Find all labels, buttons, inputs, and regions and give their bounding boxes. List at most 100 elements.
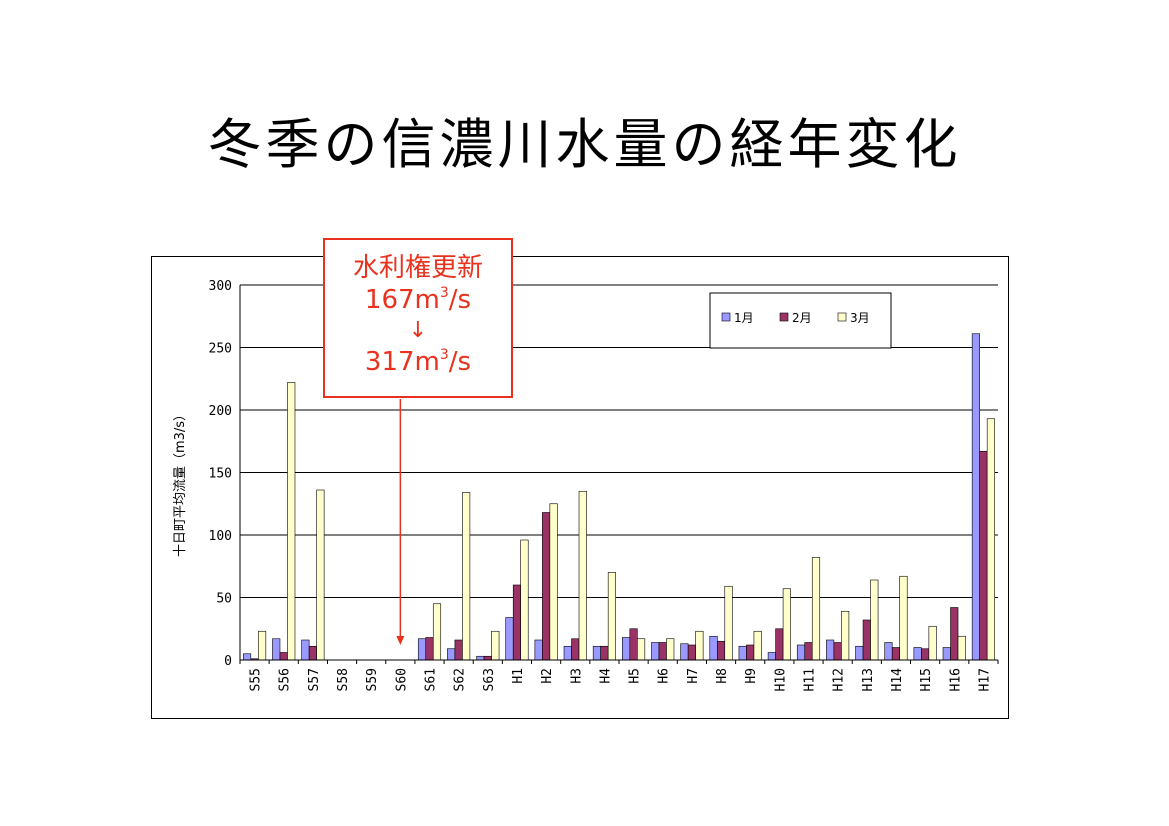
callout-before-value: 167m3/s — [325, 284, 511, 316]
callout-heading: 水利権更新 — [352, 253, 483, 283]
bar-H4-2 — [600, 645, 609, 661]
bar-H1-1 — [505, 617, 514, 661]
x-tick-label-H6: H6 — [657, 668, 672, 684]
x-tick-label-H4: H4 — [598, 668, 613, 684]
before-value: 167m — [364, 285, 440, 315]
before-unit: /s — [448, 285, 472, 315]
bar-H17-1 — [971, 333, 980, 661]
bar-H5-2 — [629, 628, 638, 661]
y-tick-label: 300 — [209, 279, 232, 294]
x-tick-label-H10: H10 — [773, 668, 788, 691]
x-tick-label-H16: H16 — [948, 668, 963, 691]
x-tick-label-S61: S61 — [424, 668, 439, 691]
bar-H11-1 — [796, 644, 806, 661]
bar-H13-3 — [870, 579, 879, 661]
x-tick-label-H3: H3 — [569, 668, 584, 684]
bar-H16-1 — [942, 647, 951, 661]
x-tick-label-S55: S55 — [249, 668, 264, 691]
bar-H14-3 — [899, 575, 908, 661]
bar-H10-2 — [775, 628, 784, 661]
bar-H9-2 — [746, 644, 755, 661]
x-tick-label-H17: H17 — [977, 668, 992, 691]
bar-S57-1 — [301, 639, 310, 661]
y-tick-labels: 0 50 100 150 200 250 300 — [209, 279, 232, 669]
bar-H16-2 — [950, 607, 959, 661]
bar-S57-2 — [308, 645, 317, 661]
bar-H3-1 — [563, 645, 572, 661]
bar-S63-2 — [483, 655, 492, 661]
bar-S62-1 — [447, 648, 456, 661]
x-tick-label-S62: S62 — [453, 668, 468, 691]
x-tick-label-H1: H1 — [511, 668, 526, 684]
bar-S57-3 — [316, 489, 325, 661]
bar-chart: 0 50 100 150 200 250 300 S55 S56 S57 S58 S59 S60 S61… — [173, 279, 999, 692]
bar-H6-1 — [651, 642, 660, 661]
bar-H1-3 — [520, 539, 529, 661]
y-tick-label: 150 — [209, 467, 232, 482]
bar-H4-3 — [607, 572, 616, 661]
x-tick-label-H8: H8 — [715, 668, 730, 684]
bar-H15-2 — [921, 648, 930, 661]
bar-H5-3 — [637, 638, 646, 661]
bar-H10-1 — [767, 652, 776, 661]
x-tick-label-H14: H14 — [890, 668, 905, 692]
bar-H14-1 — [884, 642, 893, 661]
legend-label-3: 3月 — [850, 311, 870, 325]
bar-H6-3 — [666, 638, 675, 661]
after-value: 317m — [364, 347, 440, 377]
bar-S63-1 — [476, 655, 485, 661]
x-tick-label-H2: H2 — [540, 668, 555, 684]
bar-H9-1 — [738, 645, 747, 661]
bar-H13-2 — [862, 619, 871, 661]
bar-S61-2 — [425, 637, 434, 661]
bar-H3-3 — [578, 490, 587, 661]
bar-H12-3 — [841, 610, 850, 661]
slide-title: 冬季の信濃川水量の経年変化 — [207, 113, 962, 176]
bar-H4-1 — [592, 645, 601, 661]
callout-arrowhead — [396, 636, 405, 645]
bar-S62-3 — [462, 492, 471, 661]
bar-H3-2 — [571, 638, 580, 661]
bar-H11-3 — [811, 557, 821, 661]
x-tick-label-H12: H12 — [832, 668, 847, 691]
bar-S61-3 — [432, 603, 442, 661]
bar-S63-3 — [491, 630, 500, 661]
water-rights-callout: 水利権更新 167m3/s ↓ 317m3/s — [323, 238, 513, 398]
x-tick-label-H13: H13 — [861, 668, 876, 691]
legend: 1月 2月 3月 — [709, 292, 892, 349]
x-tick-label-S63: S63 — [482, 668, 497, 691]
bar-H8-3 — [724, 585, 733, 661]
legend-swatch-3 — [837, 312, 847, 322]
bar-H7-2 — [687, 644, 696, 661]
bar-S56-1 — [272, 638, 281, 661]
callout-after-value: 317m3/s — [325, 346, 511, 378]
bar-S56-2 — [279, 652, 288, 661]
bar-H7-1 — [680, 643, 689, 661]
bar-H2-3 — [549, 503, 558, 661]
bar-H5-1 — [622, 637, 631, 661]
x-tick-label-S59: S59 — [365, 668, 380, 691]
after-superscript: 3 — [439, 347, 449, 363]
bar-S62-2 — [454, 639, 463, 661]
y-axis-title: 十日町平均流量（m3/s） — [173, 408, 188, 557]
bar-H2-2 — [542, 512, 551, 661]
bar-H16-3 — [957, 635, 966, 661]
legend-label-1: 1月 — [734, 311, 754, 325]
bar-H2-1 — [534, 639, 543, 661]
x-tick-label-H11: H11 — [803, 668, 818, 691]
legend-swatch-1 — [721, 312, 731, 322]
legend-swatch-2 — [779, 312, 789, 322]
axes — [239, 285, 998, 661]
chart-frame: 0 50 100 150 200 250 300 S55 S56 S57 S58 S59 S60 S61… — [151, 256, 1009, 719]
before-superscript: 3 — [439, 285, 449, 301]
bar-H17-3 — [986, 418, 995, 661]
legend-label-2: 2月 — [792, 311, 812, 325]
bar-H14-2 — [891, 647, 901, 661]
bar-H6-2 — [658, 642, 667, 661]
y-tick-label: 200 — [209, 404, 232, 419]
bar-H1-2 — [512, 584, 522, 661]
x-tick-label-S57: S57 — [307, 668, 322, 691]
x-tick-label-S58: S58 — [336, 668, 351, 691]
bar-H7-3 — [695, 630, 704, 661]
bar-H15-1 — [913, 647, 922, 661]
